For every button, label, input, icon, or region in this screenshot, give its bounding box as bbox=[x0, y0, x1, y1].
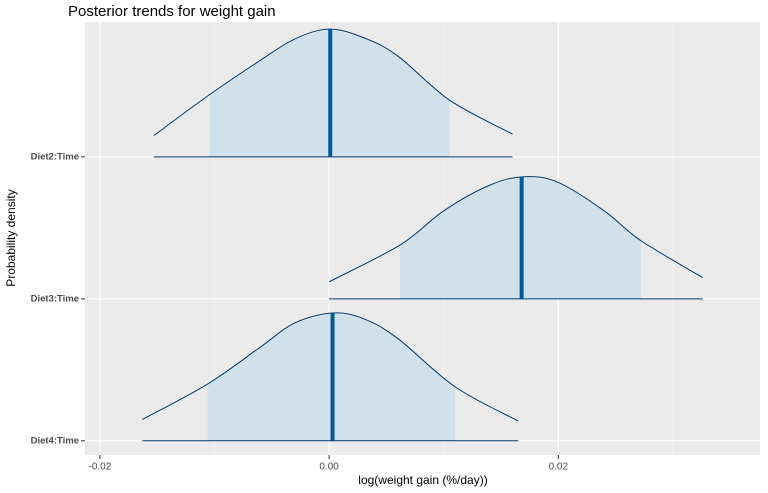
density-curve bbox=[153, 28, 513, 136]
y-tick-label: Diet4:Time bbox=[31, 435, 79, 446]
chart-title: Posterior trends for weight gain bbox=[68, 3, 276, 20]
x-tick-label: 0.02 bbox=[549, 462, 569, 473]
y-tick-label: Diet3:Time bbox=[31, 293, 79, 304]
y-axis-title: Probability density bbox=[4, 189, 18, 286]
density-curve bbox=[328, 176, 703, 283]
x-axis-title: log(weight gain (%/day)) bbox=[358, 473, 487, 487]
y-tick-label: Diet2:Time bbox=[31, 151, 79, 162]
x-tick-label: -0.02 bbox=[88, 462, 111, 473]
x-tick-label: 0.00 bbox=[319, 462, 339, 473]
